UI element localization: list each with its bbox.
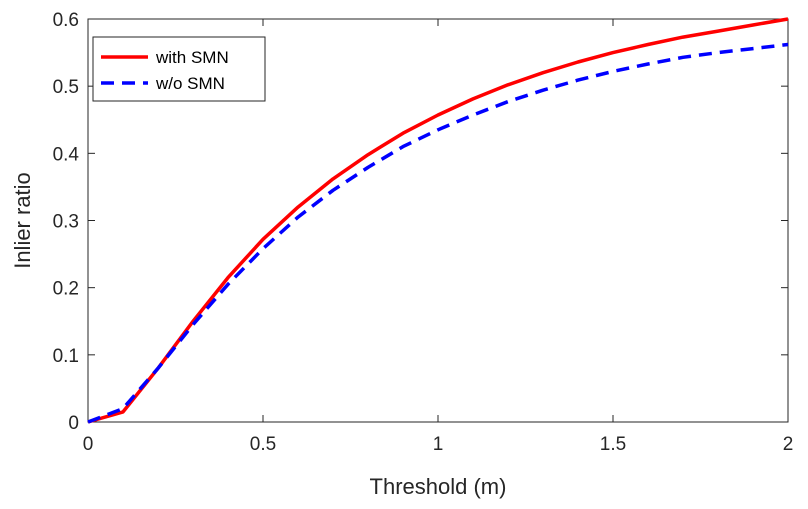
- y-tick-label: 0.6: [53, 10, 79, 31]
- legend-label-wo-smn: w/o SMN: [155, 74, 225, 93]
- legend-label-with-smn: with SMN: [155, 48, 229, 67]
- legend: with SMN w/o SMN: [92, 36, 266, 102]
- x-tick-label: 2: [783, 434, 794, 455]
- axis-ticks: 0 0.5 1 1.5 2 0 0.1 0.2 0.3 0.4 0.5 0.6: [53, 10, 794, 455]
- y-tick-label: 0.5: [53, 77, 79, 98]
- y-tick-label: 0: [68, 413, 79, 434]
- x-tick-label: 1: [433, 434, 444, 455]
- series-line-wo-smn: [87, 42, 789, 424]
- x-tick-label: 1.5: [600, 434, 626, 455]
- x-tick-label: 0: [83, 434, 94, 455]
- y-tick-label: 0.4: [53, 144, 80, 165]
- y-tick-label: 0.2: [53, 279, 79, 300]
- y-tick-label: 0.1: [53, 346, 79, 367]
- y-axis-title: Inlier ratio: [10, 172, 35, 269]
- x-axis-title: Threshold (m): [370, 474, 507, 499]
- y-tick-label: 0.3: [53, 212, 79, 233]
- x-tick-label: 0.5: [250, 434, 276, 455]
- series-lines: [87, 17, 789, 424]
- series-line-with-smn: [87, 17, 789, 424]
- legend-box: [92, 36, 266, 102]
